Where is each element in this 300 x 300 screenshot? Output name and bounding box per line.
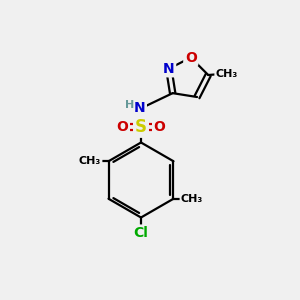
Text: CH₃: CH₃ (216, 68, 238, 79)
Text: H: H (125, 100, 134, 110)
Text: Cl: Cl (134, 226, 148, 240)
Text: O: O (185, 51, 197, 64)
Text: S: S (135, 118, 147, 136)
Text: O: O (116, 120, 128, 134)
Text: N: N (163, 62, 175, 76)
Text: CH₃: CH₃ (181, 194, 203, 204)
Text: CH₃: CH₃ (79, 156, 101, 166)
Text: O: O (154, 120, 166, 134)
Text: N: N (134, 101, 145, 115)
